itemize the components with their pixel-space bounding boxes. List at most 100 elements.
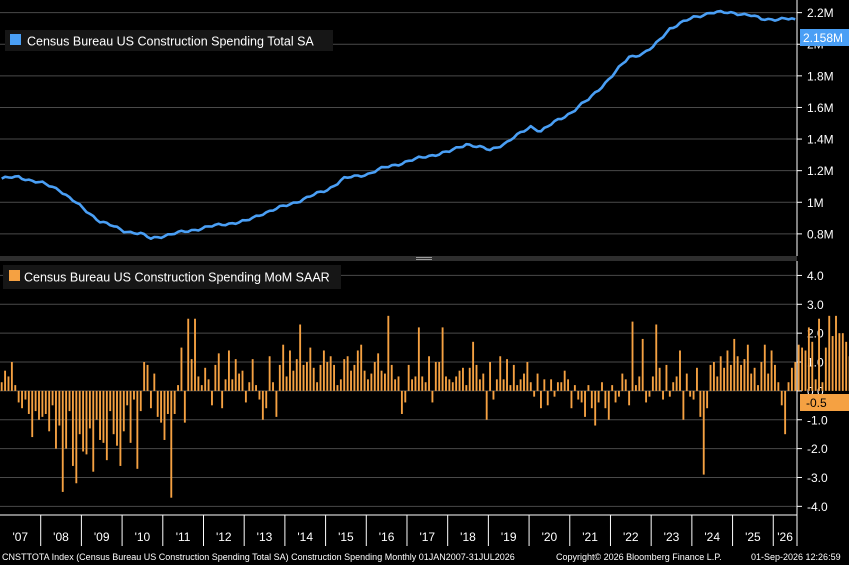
svg-text:-0.5: -0.5 — [806, 396, 827, 410]
mom-saar-bar — [831, 336, 834, 391]
mom-saar-bar — [828, 315, 831, 391]
mom-saar-bar — [234, 359, 237, 391]
mom-saar-bar — [553, 390, 556, 397]
mom-saar-bar — [628, 390, 631, 406]
mom-saar-bar — [801, 347, 804, 391]
mom-saar-bar — [333, 364, 335, 391]
mom-saar-bar — [116, 390, 118, 446]
mom-saar-bar — [495, 379, 498, 391]
mom-saar-bar — [238, 373, 241, 391]
footer-source: CNSTTOTA Index (Census Bureau US Constru… — [2, 552, 515, 562]
x-tick-label: '08 — [53, 530, 69, 544]
mom-saar-bar — [48, 390, 51, 432]
mom-saar-bar — [221, 390, 224, 409]
mom-saar-bar — [774, 364, 776, 391]
mom-saar-bar — [7, 376, 10, 391]
mom-saar-bar — [177, 385, 179, 391]
total-spending-y-tick-label: 1.2M — [807, 164, 834, 178]
mom-saar-bar — [31, 390, 34, 438]
mom-saar-bar — [68, 390, 71, 412]
mom-saar-bar — [448, 379, 451, 391]
mom-saar-bar — [17, 390, 20, 403]
mom-saar-bar — [285, 376, 288, 391]
mom-saar-bar — [584, 390, 586, 417]
mom-saar-bar — [665, 364, 668, 391]
mom-saar-bar — [556, 382, 559, 391]
mom-saar-bar — [82, 390, 85, 452]
x-tick-label: '15 — [338, 530, 354, 544]
mom-saar-bar — [597, 390, 600, 403]
mom-saar-bar — [824, 347, 827, 391]
mom-saar-bar — [645, 390, 648, 403]
mom-saar-bar — [624, 379, 627, 391]
mom-saar-bar — [550, 379, 553, 391]
mom-saar-bar — [156, 390, 159, 417]
x-tick-label: '16 — [379, 530, 395, 544]
mom-saar-bar — [275, 390, 278, 417]
mom-saar-bar — [146, 364, 149, 391]
mom-saar-bar — [451, 382, 454, 391]
mom-saar-bar — [618, 390, 620, 397]
mom-saar-bar — [24, 390, 27, 400]
mom-saar-bar — [655, 324, 658, 391]
mom-saar-bar — [777, 382, 780, 391]
mom-saar-bar — [44, 390, 47, 414]
svg-text:2.158M: 2.158M — [803, 31, 843, 45]
mom-saar-bar — [689, 390, 692, 397]
mom-saar-bar — [760, 362, 763, 391]
mom-saar-bar — [702, 390, 705, 475]
mom-saar-bar — [417, 327, 420, 391]
mom-saar-y-tick-label: -1.0 — [807, 413, 828, 427]
mom-saar-bar — [641, 338, 644, 391]
mom-saar-bar — [465, 385, 468, 391]
mom-saar-bar — [475, 364, 478, 391]
mom-saar-bar — [590, 390, 593, 409]
mom-saar-bar — [763, 344, 766, 391]
mom-saar-bar — [811, 341, 814, 391]
total-spending-legend-label: Census Bureau US Construction Spending T… — [27, 35, 314, 49]
mom-saar-bar — [149, 390, 152, 409]
mom-saar-y-tick-label: -4.0 — [807, 500, 828, 514]
mom-saar-bar — [194, 318, 196, 391]
mom-saar-bar — [377, 353, 380, 391]
mom-saar-bar — [126, 390, 129, 406]
mom-saar-bar — [675, 376, 678, 391]
mom-saar-bar — [295, 359, 298, 391]
mom-saar-bar — [634, 385, 637, 391]
mom-saar-bar — [699, 390, 702, 417]
mom-saar-bar — [343, 359, 346, 391]
mom-saar-bar — [306, 362, 308, 391]
mom-saar-bar — [268, 356, 271, 391]
mom-saar-bar — [265, 390, 268, 409]
mom-saar-bar — [726, 350, 729, 391]
total-spending-legend-swatch — [10, 34, 21, 45]
x-tick-label: '21 — [582, 530, 598, 544]
x-tick-label: '22 — [623, 530, 639, 544]
mom-saar-bar — [733, 338, 736, 391]
mom-saar-bar — [183, 390, 186, 423]
mom-saar-bar — [319, 364, 322, 391]
mom-saar-bar — [312, 367, 315, 391]
x-tick-label: '20 — [542, 530, 558, 544]
mom-saar-bar — [55, 390, 57, 449]
mom-saar-bar — [75, 390, 78, 484]
mom-saar-bar — [540, 390, 542, 409]
mom-saar-bar — [519, 379, 522, 391]
total-spending-y-tick-label: 1M — [807, 196, 824, 210]
mom-saar-bar — [373, 362, 376, 391]
mom-saar-bar — [431, 390, 434, 403]
mom-saar-bar — [99, 390, 101, 440]
mom-saar-bar — [567, 379, 570, 391]
mom-saar-bar — [489, 362, 492, 391]
mom-saar-y-tick-label: -3.0 — [807, 471, 828, 485]
mom-saar-bar — [807, 327, 810, 391]
x-tick-label: '13 — [257, 530, 273, 544]
mom-saar-bar — [434, 362, 437, 391]
mom-saar-bar — [818, 318, 820, 391]
mom-saar-bar — [173, 390, 176, 414]
mom-saar-bar — [679, 350, 681, 391]
total-spending-last-value-tag: 2.158M — [800, 29, 849, 46]
mom-saar-bar — [180, 347, 183, 391]
footer-copyright: Copyright© 2026 Bloomberg Finance L.P. — [556, 552, 722, 562]
total-spending-y-tick-label: 1.6M — [807, 101, 834, 115]
